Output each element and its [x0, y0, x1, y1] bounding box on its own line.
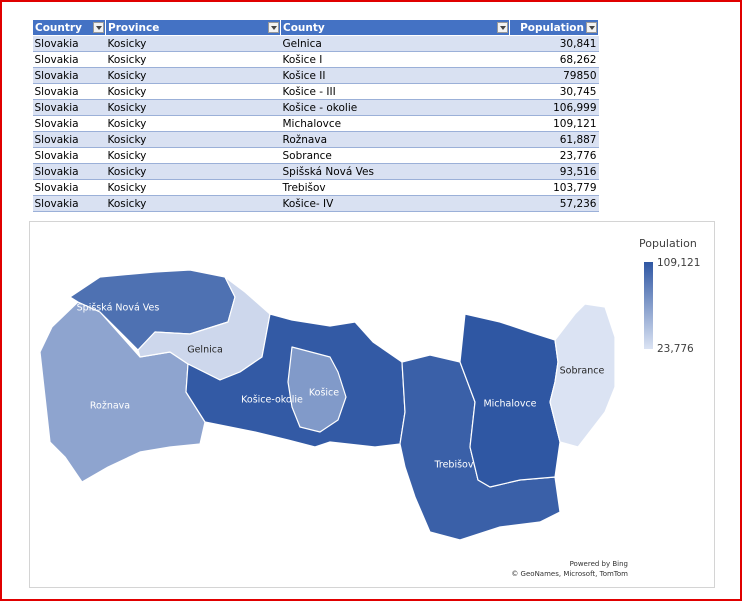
table-row: Slovakia Kosicky Košice II 79850 [32, 67, 599, 84]
cell-province[interactable]: Kosicky [105, 115, 281, 132]
header-population[interactable]: Population [509, 19, 599, 36]
table-row: Slovakia Kosicky Košice - III 30,745 [32, 83, 599, 100]
region-label-spisska: Spišská Nová Ves [77, 303, 160, 314]
region-label-michalovce: Michalovce [483, 399, 536, 410]
region-michalovce[interactable] [459, 313, 561, 488]
table-row: Slovakia Kosicky Košice - okolie 106,999 [32, 99, 599, 116]
cell-population[interactable]: 61,887 [509, 131, 599, 148]
table-row: Slovakia Kosicky Sobrance 23,776 [32, 147, 599, 164]
cell-county[interactable]: Trebišov [280, 179, 510, 196]
filter-dropdown-icon[interactable] [93, 22, 104, 33]
cell-country[interactable]: Slovakia [32, 195, 106, 212]
cell-county[interactable]: Košice- IV [280, 195, 510, 212]
cell-county[interactable]: Košice II [280, 67, 510, 84]
cell-population[interactable]: 68,262 [509, 51, 599, 68]
cell-province[interactable]: Kosicky [105, 195, 281, 212]
filter-dropdown-icon[interactable] [497, 22, 508, 33]
map-chart[interactable]: Spišská Nová Ves Gelnica Rožnava Košice-oko… [29, 221, 715, 588]
table-body: Slovakia Kosicky Gelnica 30,841 Slovakia Kosi… [32, 35, 599, 212]
filter-dropdown-icon[interactable] [586, 22, 597, 33]
region-label-kosice-okolie: Košice-okolie [241, 395, 303, 406]
cell-population[interactable]: 109,121 [509, 115, 599, 132]
legend-max-label: 109,121 [657, 257, 701, 269]
cell-country[interactable]: Slovakia [32, 99, 106, 116]
cell-population[interactable]: 23,776 [509, 147, 599, 164]
cell-county[interactable]: Košice I [280, 51, 510, 68]
population-table: Country Province County Population Slova… [32, 19, 599, 212]
cell-county[interactable]: Spišská Nová Ves [280, 163, 510, 180]
cell-county[interactable]: Sobrance [280, 147, 510, 164]
map-data-credit: © GeoNames, Microsoft, TomTom [511, 570, 628, 578]
table-row: Slovakia Kosicky Spišská Nová Ves 93,516 [32, 163, 599, 180]
cell-country[interactable]: Slovakia [32, 179, 106, 196]
cell-province[interactable]: Kosicky [105, 35, 281, 52]
cell-population[interactable]: 30,841 [509, 35, 599, 52]
filter-dropdown-icon[interactable] [268, 22, 279, 33]
cell-country[interactable]: Slovakia [32, 35, 106, 52]
region-label-roznava: Rožnava [90, 401, 130, 412]
cell-county[interactable]: Michalovce [280, 115, 510, 132]
header-label: Province [108, 21, 160, 34]
cell-province[interactable]: Kosicky [105, 51, 281, 68]
legend-title: Population [639, 237, 697, 250]
region-sobrance[interactable] [549, 303, 616, 448]
cell-country[interactable]: Slovakia [32, 115, 106, 132]
header-province[interactable]: Province [105, 19, 281, 36]
header-label: Population [520, 21, 584, 34]
region-labels: Spišská Nová Ves Gelnica Rožnava Košice-oko… [77, 303, 605, 471]
region-label-gelnica: Gelnica [187, 345, 223, 356]
header-label: County [283, 21, 325, 34]
region-label-kosice: Košice [309, 388, 339, 399]
header-label: Country [35, 21, 82, 34]
cell-county[interactable]: Rožnava [280, 131, 510, 148]
cell-county[interactable]: Košice - III [280, 83, 510, 100]
cell-country[interactable]: Slovakia [32, 67, 106, 84]
table-header-row: Country Province County Population [32, 19, 599, 36]
cell-province[interactable]: Kosicky [105, 147, 281, 164]
table-row: Slovakia Kosicky Košice- IV 57,236 [32, 195, 599, 212]
bing-credit: Powered by Bing [569, 560, 628, 568]
cell-province[interactable]: Kosicky [105, 83, 281, 100]
cell-province[interactable]: Kosicky [105, 163, 281, 180]
cell-province[interactable]: Kosicky [105, 99, 281, 116]
cell-province[interactable]: Kosicky [105, 67, 281, 84]
table-row: Slovakia Kosicky Rožnava 61,887 [32, 131, 599, 148]
cell-county[interactable]: Gelnica [280, 35, 510, 52]
cell-county[interactable]: Košice - okolie [280, 99, 510, 116]
cell-population[interactable]: 93,516 [509, 163, 599, 180]
table-row: Slovakia Kosicky Trebišov 103,779 [32, 179, 599, 196]
table-row: Slovakia Kosicky Michalovce 109,121 [32, 115, 599, 132]
cell-population[interactable]: 57,236 [509, 195, 599, 212]
header-county[interactable]: County [280, 19, 510, 36]
cell-population[interactable]: 106,999 [509, 99, 599, 116]
table-row: Slovakia Kosicky Gelnica 30,841 [32, 35, 599, 52]
region-kosice[interactable] [287, 346, 347, 433]
choropleth-map: Spišská Nová Ves Gelnica Rožnava Košice-oko… [39, 269, 616, 541]
cell-country[interactable]: Slovakia [32, 131, 106, 148]
legend-gradient-bar [644, 262, 653, 349]
cell-country[interactable]: Slovakia [32, 83, 106, 100]
cell-population[interactable]: 30,745 [509, 83, 599, 100]
cell-country[interactable]: Slovakia [32, 51, 106, 68]
region-label-sobrance: Sobrance [560, 366, 605, 377]
table-row: Slovakia Kosicky Košice I 68,262 [32, 51, 599, 68]
cell-province[interactable]: Kosicky [105, 179, 281, 196]
header-country[interactable]: Country [32, 19, 106, 36]
cell-country[interactable]: Slovakia [32, 147, 106, 164]
cell-population[interactable]: 79850 [509, 67, 599, 84]
cell-population[interactable]: 103,779 [509, 179, 599, 196]
cell-country[interactable]: Slovakia [32, 163, 106, 180]
region-label-trebisov: Trebišov [433, 460, 473, 471]
legend-min-label: 23,776 [657, 343, 694, 355]
cell-province[interactable]: Kosicky [105, 131, 281, 148]
